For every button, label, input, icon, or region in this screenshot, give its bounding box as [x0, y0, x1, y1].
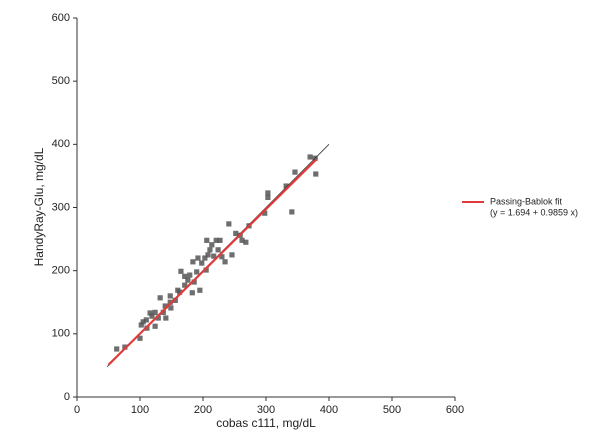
point [152, 309, 158, 315]
point [199, 260, 205, 266]
point [172, 297, 178, 303]
point [137, 335, 143, 341]
point [187, 272, 193, 278]
point [197, 287, 203, 293]
x-tick-label: 200 [194, 404, 212, 416]
legend-label: Passing-Bablok fit [490, 196, 563, 206]
point [207, 247, 213, 253]
point [189, 290, 195, 296]
point [289, 209, 295, 215]
point [239, 237, 245, 243]
point [163, 315, 169, 321]
point [157, 295, 163, 301]
point [283, 183, 289, 189]
point [162, 303, 168, 309]
point [147, 310, 153, 316]
point [143, 317, 149, 323]
point [140, 319, 146, 325]
point [190, 259, 196, 265]
point [152, 323, 158, 329]
point [222, 259, 228, 265]
y-tick-label: 100 [52, 328, 70, 340]
point [168, 305, 174, 311]
point [155, 315, 161, 321]
legend-equation: (y = 1.694 + 0.9859 x) [490, 207, 578, 217]
point [185, 277, 191, 283]
y-tick-label: 400 [52, 138, 70, 150]
point [177, 289, 183, 295]
point [204, 237, 210, 243]
y-axis-label: HandyRay-Glu, mg/dL [32, 147, 46, 266]
x-tick-label: 300 [257, 404, 275, 416]
point [226, 221, 232, 227]
point [160, 309, 166, 315]
point [243, 239, 249, 245]
point [262, 210, 268, 216]
point [313, 171, 319, 177]
point [167, 293, 173, 299]
point [307, 154, 313, 160]
point [233, 230, 239, 236]
fit-line [107, 158, 318, 366]
point [182, 282, 188, 288]
x-tick-label: 600 [446, 404, 464, 416]
point [205, 252, 211, 258]
point [203, 267, 209, 273]
point [211, 253, 217, 259]
point [195, 255, 201, 261]
y-tick-label: 0 [64, 391, 70, 403]
point [229, 252, 235, 258]
point [209, 242, 215, 248]
x-tick-label: 400 [320, 404, 338, 416]
point [213, 237, 219, 243]
point [138, 322, 144, 328]
point [265, 190, 271, 196]
point [191, 279, 197, 285]
point [265, 194, 271, 200]
point [217, 237, 223, 243]
x-tick-label: 0 [74, 404, 80, 416]
point [292, 169, 298, 175]
y-tick-label: 600 [52, 12, 70, 24]
x-tick-label: 500 [383, 404, 401, 416]
point [114, 346, 120, 352]
point [219, 254, 225, 260]
y-tick-label: 200 [52, 265, 70, 277]
point [178, 268, 184, 274]
point [182, 273, 188, 279]
point [202, 255, 208, 261]
y-tick-label: 500 [52, 75, 70, 87]
y-tick-label: 300 [52, 201, 70, 213]
point [149, 313, 155, 319]
x-tick-label: 100 [131, 404, 149, 416]
point [194, 269, 200, 275]
point [215, 247, 221, 253]
x-axis-label: cobas c111, mg/dL [216, 416, 316, 430]
